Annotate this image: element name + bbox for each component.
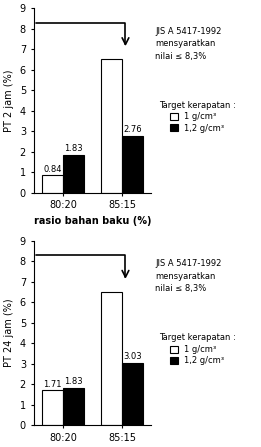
Y-axis label: PT 24 jam (%): PT 24 jam (%) — [4, 299, 14, 367]
Bar — [63, 155, 84, 193]
Text: JIS A 5417-1992
mensyaratkan
nilai ≤ 8,3%: JIS A 5417-1992 mensyaratkan nilai ≤ 8,3… — [155, 27, 221, 61]
Bar — [101, 59, 122, 193]
Bar — [122, 363, 143, 425]
X-axis label: rasio bahan baku (%): rasio bahan baku (%) — [34, 216, 151, 226]
Text: 1.83: 1.83 — [64, 144, 83, 153]
Bar — [122, 136, 143, 193]
Legend: 1 g/cm³, 1,2 g/cm³: 1 g/cm³, 1,2 g/cm³ — [159, 333, 236, 366]
Bar — [101, 292, 122, 425]
Text: 3.03: 3.03 — [123, 353, 142, 362]
Legend: 1 g/cm³, 1,2 g/cm³: 1 g/cm³, 1,2 g/cm³ — [159, 101, 236, 133]
Text: 1.71: 1.71 — [43, 380, 62, 388]
Bar — [63, 388, 84, 425]
Text: 2.76: 2.76 — [123, 125, 142, 135]
Bar — [42, 175, 63, 193]
Y-axis label: PT 2 jam (%): PT 2 jam (%) — [4, 69, 14, 131]
Bar — [42, 390, 63, 425]
Text: 1.83: 1.83 — [64, 377, 83, 386]
Text: JIS A 5417-1992
mensyaratkan
nilai ≤ 8,3%: JIS A 5417-1992 mensyaratkan nilai ≤ 8,3… — [155, 259, 221, 293]
Text: 0.84: 0.84 — [43, 164, 62, 174]
